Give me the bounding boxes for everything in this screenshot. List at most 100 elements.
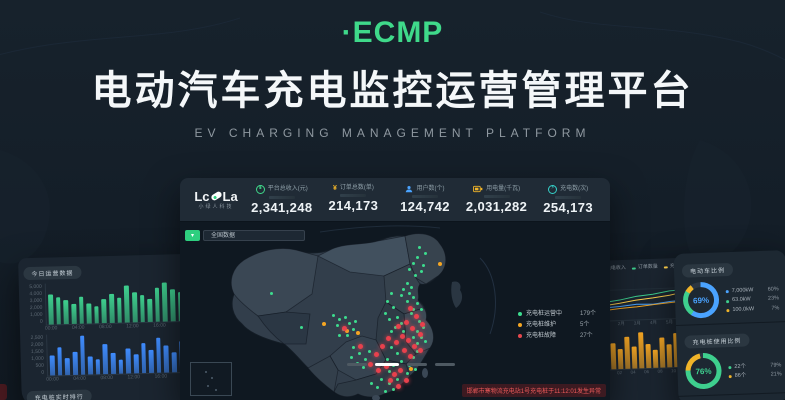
tick-label: 04:00 [71,324,85,331]
yen-icon: ¥ [332,184,337,192]
charging-station-dot [392,306,395,309]
charging-station-dot [412,356,415,359]
charging-station-dot [270,292,273,295]
brand-text-right: La [222,188,238,204]
legend-label: 充电桩维护 [525,322,556,328]
charging-station-dot [396,316,399,319]
legend-count: 179个 [579,311,596,317]
tick-label: 5月 [665,319,674,325]
charging-station-dot [408,268,411,271]
bar [666,343,673,367]
charging-station-dot [414,368,417,371]
charging-station-dot [396,352,399,355]
dashboard-header: Lc La 小绿人科技 ¥ 平台总收入(元) 2,341,248 [180,178,610,222]
legend-chip-icon [728,365,732,369]
panel-title-ranking: 充电桩实时排行 [26,389,92,400]
bar [148,350,154,373]
indicator-segment[interactable] [407,363,427,366]
stat-value: 2,341,248 [251,199,313,215]
bar [118,360,124,374]
charging-station-dot [384,312,387,315]
bar [110,352,116,374]
charging-station-dot [384,390,387,393]
y-tick-label: 2,000 [30,341,44,349]
indicator-segment-active[interactable] [375,363,399,366]
charging-station-dot [374,352,379,357]
tick-label: 02 [616,369,623,375]
donut-legend: 7,000kW 60% 63.0kW 23% 100.0kW 7% [725,283,780,313]
charging-station-dot [418,246,421,249]
y-tick-label: 500 [35,362,44,369]
bar [55,297,62,325]
charging-station-dot [368,350,371,353]
tick-label: 08:00 [99,323,112,331]
charging-station-dot [322,322,326,326]
indicator-segment[interactable] [347,363,367,366]
brand-subtitle: 小绿人科技 [198,203,234,210]
fault-alert-toast: 邯郸市寒物流充电站1号充电桩于11:12:01发生异常 [461,384,606,397]
legend-value: 100.0kW [732,305,755,313]
legend-chip-icon [725,290,729,294]
charging-station-dot [358,352,361,355]
charging-station-dot [386,336,391,341]
divider [678,392,785,397]
trend-legend-item: 订单数量 [631,264,658,271]
legend-percent: 21% [770,371,782,378]
battery-capsule-icon [209,190,223,202]
stat-trend-strip [483,194,510,198]
stat-label: 充电数(次) [560,186,589,192]
bar [147,299,153,322]
bar [139,295,145,323]
charging-station-dot [388,382,391,385]
charging-station-dot [416,302,419,305]
charging-station-dot [412,296,415,299]
section-ev-ratio: 电动车比例 69% 7,000kW 60% 63.0kW 23% 100.0kW 7% [681,255,780,320]
charging-station-dot [370,382,373,385]
bar [133,354,139,374]
charging-station-dot [412,262,415,265]
charging-station-dot [354,320,357,323]
panel-title-usage-ratio: 充电桩使用比例 [684,333,750,349]
charging-station-dot [338,334,341,337]
bar [624,336,631,369]
charging-station-dot [386,300,389,303]
charging-station-dot [412,308,415,311]
charging-station-dot [420,336,423,339]
charging-station-dot [418,320,421,323]
charging-station-dot [416,256,419,259]
charging-station-dot [400,334,405,339]
charging-station-dot [406,372,409,375]
charging-station-dot [376,368,381,373]
y-tick-label: 3,000 [29,297,43,305]
region-select-bar[interactable]: 全国数据 [203,230,305,241]
bar [102,344,109,375]
stat-energy: 用电量(千瓦) 2,031,282 [461,185,533,215]
legend-percent: 7% [771,305,780,312]
tick-label: 04:00 [73,375,86,382]
y-tick-label: 1,500 [30,348,44,356]
legend-value: 22个 [734,363,747,370]
dashboard-screenshot: Lc La 小绿人科技 ¥ 平台总收入(元) 2,341,248 [180,178,610,400]
charging-station-dot [424,340,427,343]
stat-value: 2,031,282 [465,198,528,214]
charging-station-dot [345,329,349,333]
charging-station-dot [402,348,407,353]
legend-count: 27个 [579,333,593,339]
charging-station-dot [418,348,423,353]
carousel-indicator[interactable] [347,363,455,366]
charging-station-dot [350,356,353,359]
bar [48,294,54,325]
charging-station-dot [344,316,347,319]
charging-station-dot [408,292,411,295]
bar [63,300,69,325]
bar [125,348,131,374]
battery-icon [473,185,483,192]
donut-legend-row: 100.0kW 7% [726,305,780,313]
tick-label: 08 [657,368,663,374]
china-map: ▾ 全国数据 充电桩运营中 179个 充电桩维护 5个 充电桩故障 27个 [180,222,610,400]
indicator-segment[interactable] [435,363,455,366]
legend-row-fault: 充电桩故障 27个 [517,333,596,339]
charging-station-dot [424,252,427,255]
bar [645,343,652,368]
region-dropdown-button[interactable]: ▾ [185,230,200,241]
